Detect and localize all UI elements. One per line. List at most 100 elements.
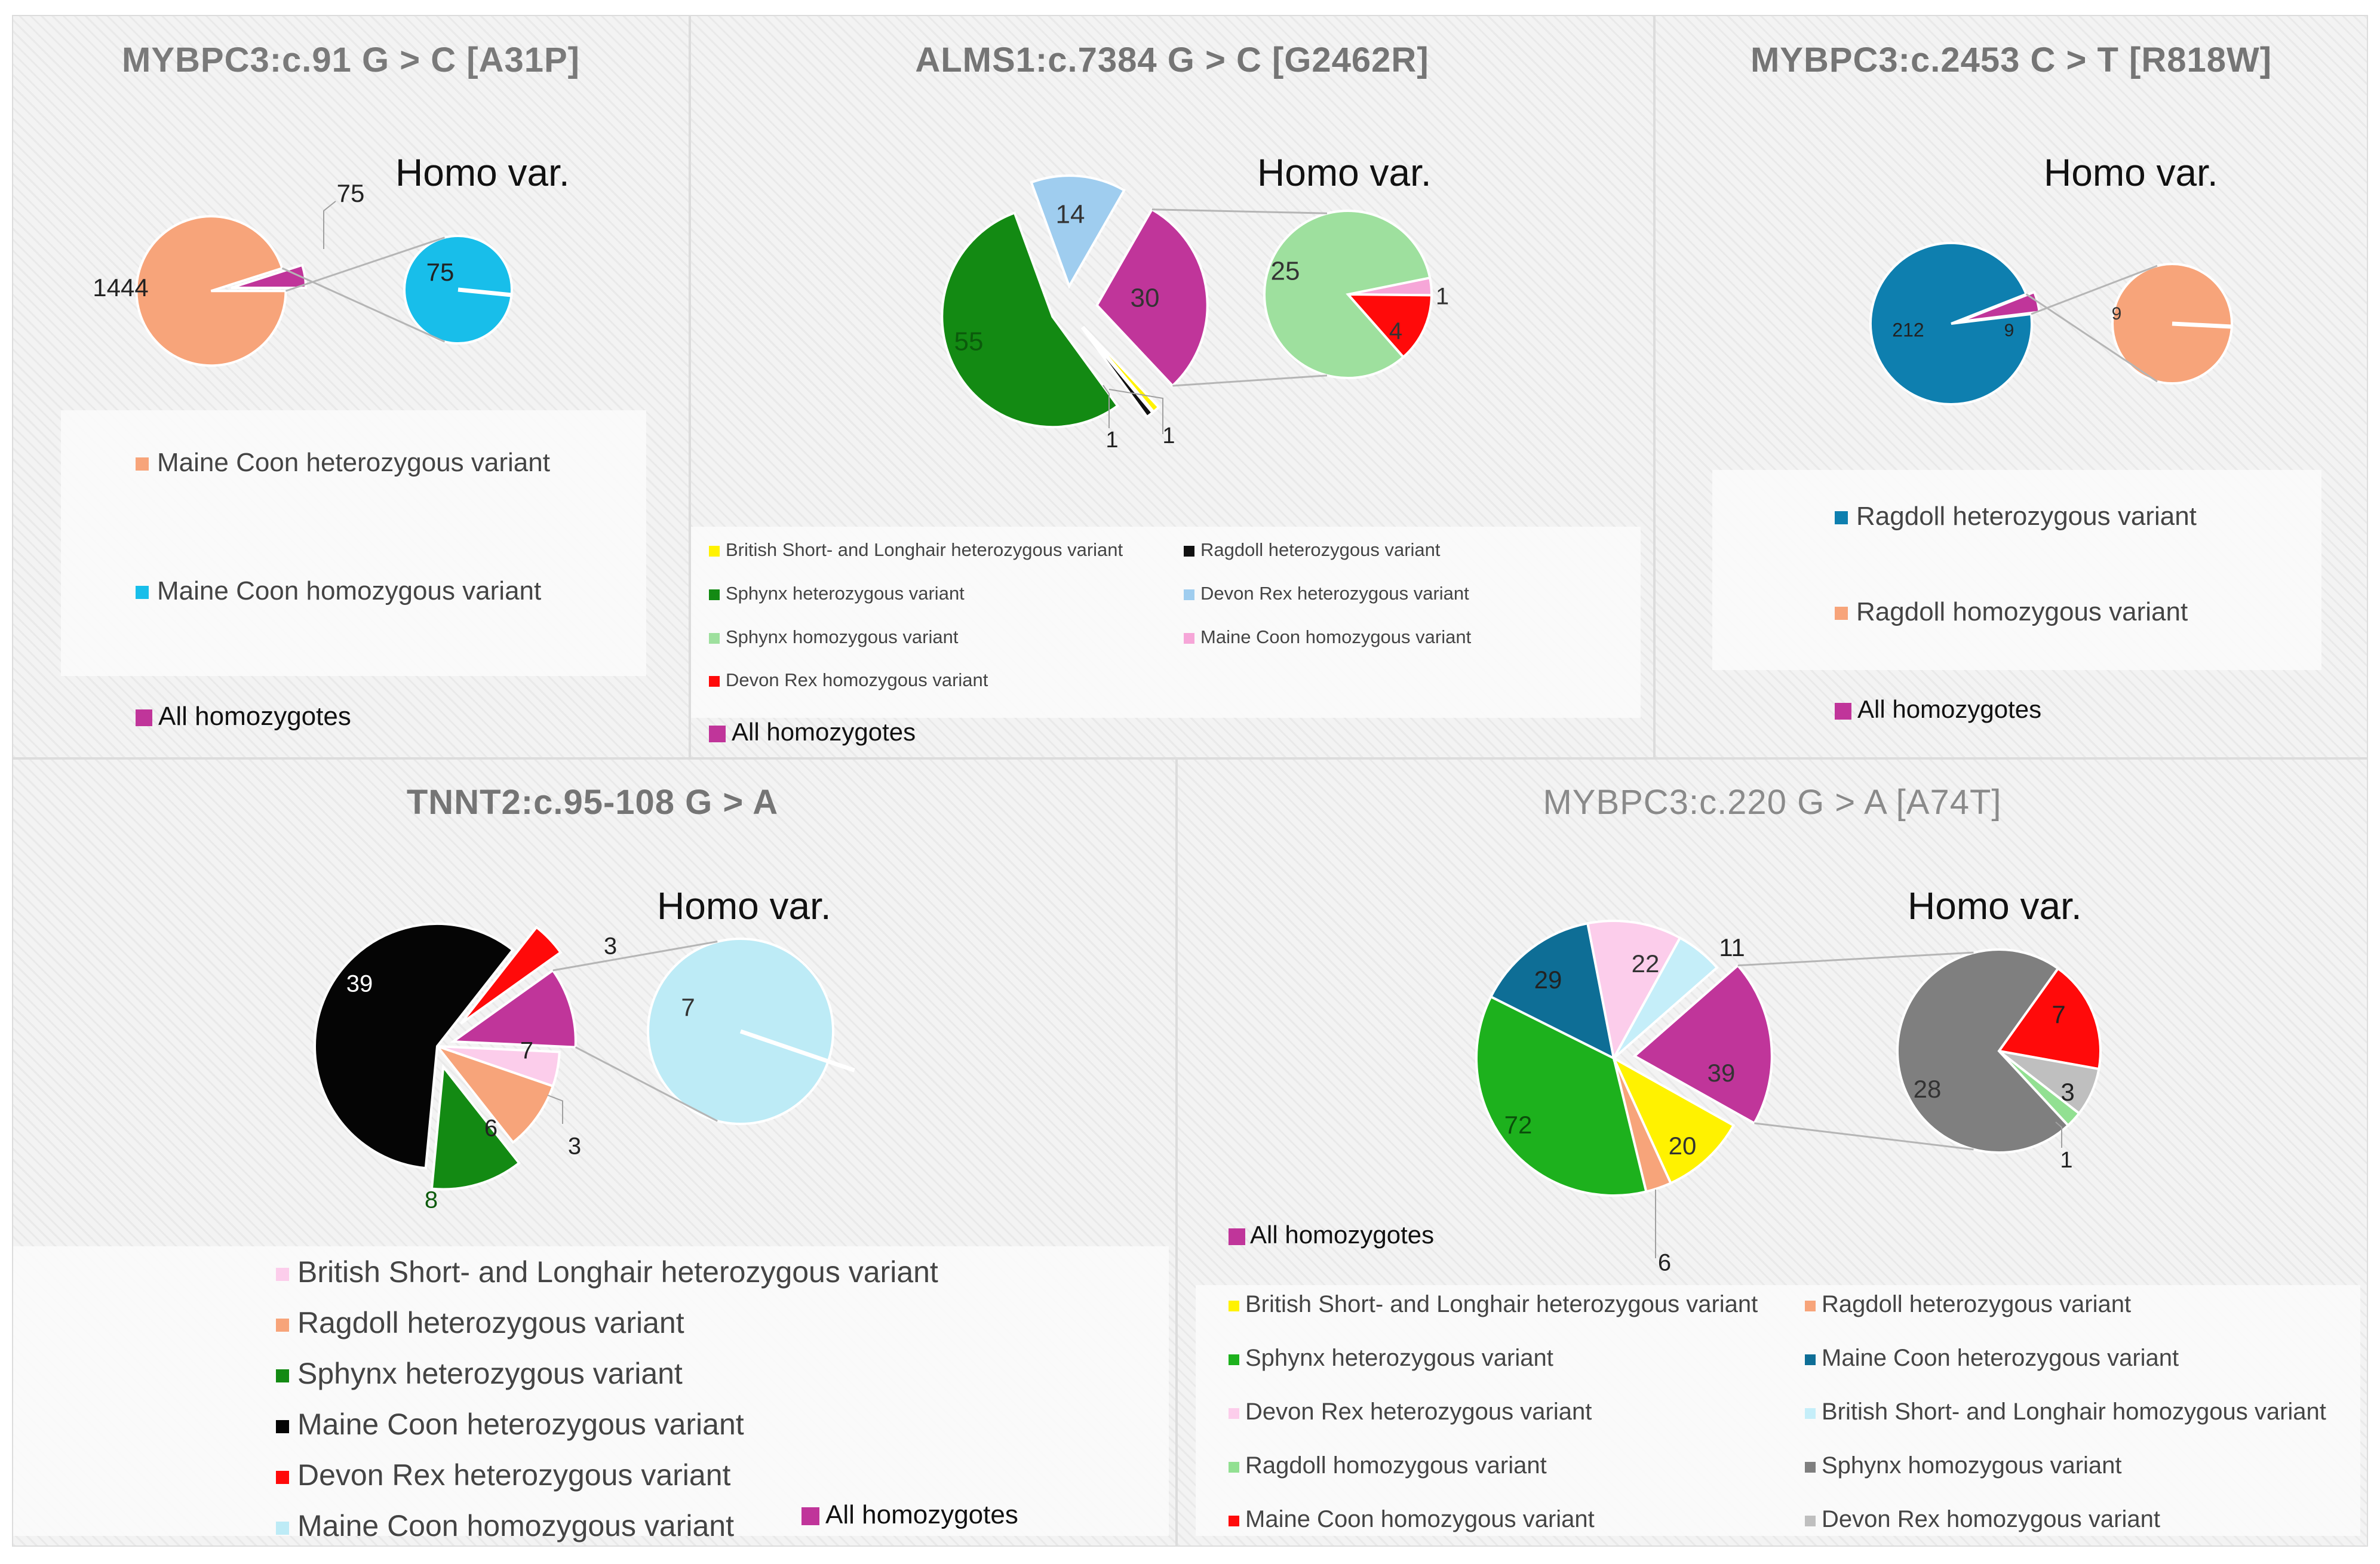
slice-separator [739, 1029, 855, 1073]
legend-label: Sphynx heterozygous variant [1245, 1345, 1553, 1372]
data-label-ragdoll-heterozygous-variant: 6 [484, 1116, 498, 1142]
connector-line-top [1151, 208, 1328, 214]
data-label-british-short-and-longhair-heterozygous-variant: 3 [568, 1133, 581, 1160]
legend-swatch [1184, 632, 1194, 644]
legend-item-devon-rex-homozygous-variant: Devon Rex homozygous variant [1805, 1506, 2160, 1533]
legend-swatch [1184, 589, 1194, 600]
legend-swatch [276, 1267, 289, 1281]
pie-connectors [281, 236, 446, 343]
secondary-data-label-maine-coon-homozygous-variant: 75 [426, 258, 454, 286]
pie-slice-maine-coon-heterozygous-variant [135, 215, 287, 367]
legend-label: Devon Rex heterozygous variant [1200, 582, 1469, 604]
legend-swatch [709, 545, 720, 557]
secondary-data-label-ragdoll-homozygous-variant: 1 [2060, 1148, 2072, 1173]
connector-line-bottom [1754, 1122, 1974, 1151]
leader-line [547, 1095, 563, 1124]
leader-line [1108, 389, 1163, 434]
legend-swatch [709, 589, 720, 600]
pie-slice-sphynx-heterozygous-variant [430, 1064, 521, 1191]
leader-line [2055, 1121, 2062, 1148]
pie-slice-all-homozygotes [449, 969, 577, 1049]
legend-swatch [1835, 607, 1848, 620]
secondary-pie [2111, 263, 2234, 385]
legend-label: Maine Coon homozygous variant [1245, 1506, 1595, 1533]
legend-swatch [1835, 511, 1848, 525]
main-pie [1869, 242, 2041, 405]
legend-item-ragdoll-homozygous-variant: Ragdoll homozygous variant [1229, 1452, 1547, 1479]
connector-line-bottom [2025, 293, 2158, 383]
secondary-slice-sphynx-homozygous-variant [1263, 210, 1432, 379]
legend-item-devon-rex-heterozygous-variant: Devon Rex heterozygous variant [1229, 1399, 1592, 1425]
data-label-maine-coon-heterozygous-variant: 29 [1534, 966, 1562, 994]
legend-label: Maine Coon heterozygous variant [1822, 1345, 2179, 1372]
chart-title: MYBPC3:c.220 G > A [A74T] [1543, 783, 2002, 822]
legend-label: Maine Coon heterozygous variant [297, 1408, 744, 1441]
pie-of-pie-chart: 212 9 9 [1869, 242, 2234, 405]
pie-connectors [1737, 951, 1974, 1151]
data-label-all-homozygotes: 30 [1131, 284, 1160, 313]
legend-item-british-short-and-longhair-heterozygous-variant: British Short- and Longhair heterozygous… [1229, 1291, 1758, 1318]
secondary-data-label-maine-coon-homozygous-variant: 1 [1436, 284, 1449, 310]
legend-item-devon-rex-heterozygous-variant: Devon Rex heterozygous variant [1184, 583, 1469, 604]
pie-connectors [552, 941, 718, 1122]
legend-label: Sphynx heterozygous variant [726, 582, 965, 604]
secondary-pie [403, 235, 514, 345]
pie-slice-sphynx-heterozygous-variant [941, 211, 1120, 429]
legend-item-sphynx-heterozygous-variant: Sphynx heterozygous variant [1229, 1345, 1553, 1372]
legend-swatch [1229, 1408, 1239, 1419]
legend-swatch [276, 1419, 289, 1433]
main-pie [314, 923, 577, 1191]
data-label-sphynx-heterozygous-variant: 55 [954, 327, 984, 357]
data-label-all-homozygotes: 9 [2004, 321, 2014, 340]
legend-item-maine-coon-homozygous-variant: Maine Coon homozygous variant [276, 1508, 734, 1543]
legend-label: Devon Rex heterozygous variant [1245, 1399, 1592, 1425]
pie-slice-ragdoll-heterozygous-variant [1869, 242, 2033, 405]
pie-slice-ragdoll-heterozygous-variant [434, 1043, 555, 1144]
legend-swatch [136, 457, 149, 471]
chart-title: MYBPC3:c.2453 C > T [R818W] [1750, 41, 2272, 79]
legend-item-sphynx-heterozygous-variant: Sphynx heterozygous variant [276, 1356, 683, 1391]
secondary-data-label-sphynx-homozygous-variant: 25 [1271, 257, 1300, 286]
legend-label: Maine Coon heterozygous variant [157, 447, 550, 477]
legend-swatch [1805, 1461, 1816, 1473]
all-homozygotes-label: All homozygotes [1835, 695, 2041, 724]
connector-line-bottom [1172, 374, 1328, 387]
pie-slice-devon-rex-heterozygous-variant [1030, 174, 1126, 289]
legend-item-sphynx-homozygous-variant: Sphynx homozygous variant [709, 626, 958, 648]
pie-slice-all-homozygotes [1632, 963, 1773, 1125]
pie-slice-sphynx-heterozygous-variant [1475, 995, 1648, 1197]
connector-line-top [1737, 951, 1974, 967]
legend-box [1712, 470, 2321, 670]
connector-line-top [552, 941, 718, 972]
legend-label: Ragdoll heterozygous variant [1822, 1291, 2132, 1318]
pie-slice-maine-coon-heterozygous-variant [1489, 921, 1616, 1061]
legend-swatch [1805, 1354, 1816, 1365]
legend-box [61, 410, 646, 676]
legend-label: Ragdoll homozygous variant [1856, 597, 2188, 626]
legend-item-british-short-and-longhair-homozygous-variant: British Short- and Longhair homozygous v… [1805, 1399, 2326, 1425]
data-labels: 212 9 9 [1892, 304, 2121, 341]
legend-item-maine-coon-homozygous-variant: Maine Coon homozygous variant [1184, 626, 1471, 648]
data-labels: 39 20 72 29 22 11 6 28 7 3 1 [1504, 933, 2075, 1276]
legend-box [13, 1246, 1169, 1536]
chart-panel-a31p: MYBPC3:c.91 G > C [A31P] Homo var. Maine… [12, 15, 690, 758]
data-label-maine-coon-heterozygous-variant: 1444 [93, 274, 148, 302]
slice-separator [2172, 321, 2232, 329]
legend-label: Sphynx homozygous variant [726, 626, 959, 647]
legend-item-ragdoll-heterozygous-variant: Ragdoll heterozygous variant [1805, 1291, 2131, 1318]
secondary-pie-title: Homo var. [657, 884, 831, 927]
legend-swatch [276, 1521, 289, 1535]
data-label-sphynx-heterozygous-variant: 72 [1504, 1111, 1533, 1139]
legend-label: Ragdoll homozygous variant [1245, 1452, 1547, 1479]
pie-slice-devon-rex-heterozygous-variant [460, 925, 563, 1025]
pie-of-pie-chart: 30 55 14 1 1 25 4 1 [941, 174, 1449, 453]
secondary-pie [646, 938, 855, 1125]
data-label-all-homozygotes: 39 [1708, 1059, 1736, 1087]
legend-swatch [1229, 1461, 1239, 1473]
legend-item-maine-coon-homozygous-variant: Maine Coon homozygous variant [136, 576, 541, 606]
secondary-pie-title: Homo var. [2044, 151, 2218, 194]
connector-line-bottom [575, 1046, 718, 1122]
all-homozygotes-label: All homozygotes [136, 702, 351, 732]
legend-item-ragdoll-heterozygous-variant: Ragdoll heterozygous variant [1835, 502, 2197, 531]
pie-of-pie-chart: 1444 75 75 [93, 179, 514, 367]
